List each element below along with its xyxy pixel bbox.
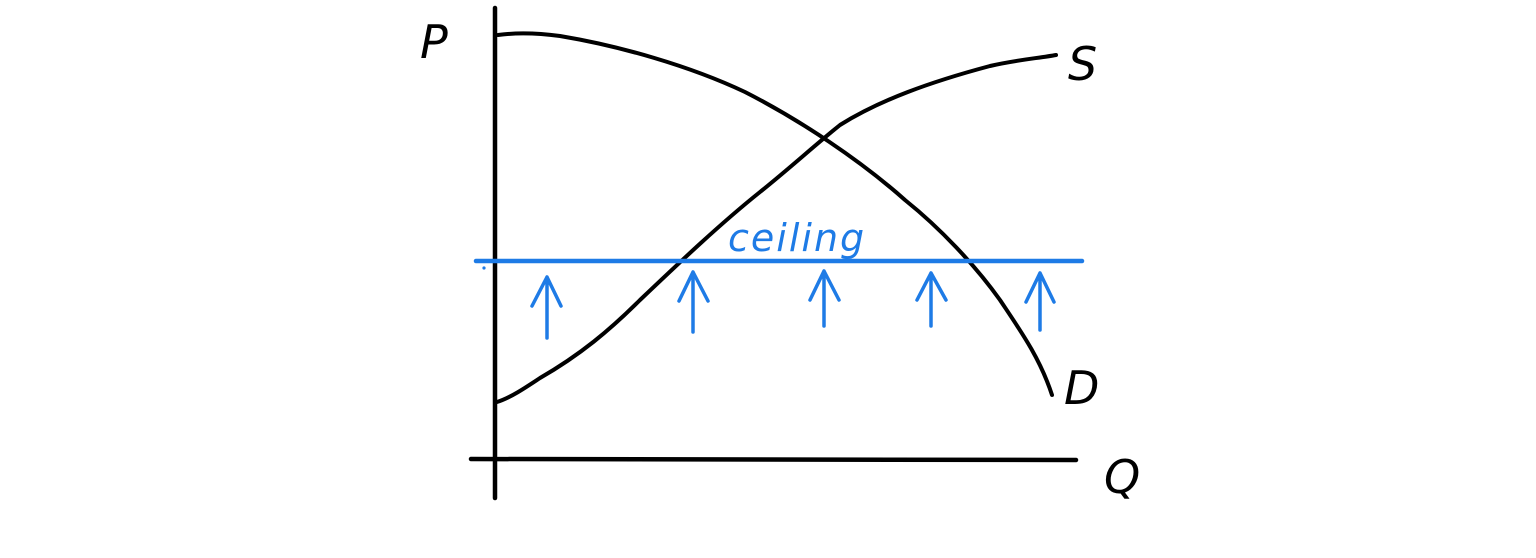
ceiling-line-dot (482, 266, 486, 270)
supply-curve (495, 53, 1058, 404)
y-axis-label: P (420, 15, 448, 69)
arrow-up-icon (530, 275, 563, 340)
x-axis (468, 456, 1079, 463)
arrow-up-icon (915, 271, 948, 328)
ceiling-label: ceiling (728, 216, 866, 260)
arrow-up-icon (808, 269, 841, 328)
x-axis-label: Q (1104, 450, 1140, 504)
arrow-up-icon (677, 270, 710, 334)
supply-curve-label: S (1068, 37, 1097, 91)
demand-curve (496, 31, 1054, 397)
arrow-up-icon (1024, 271, 1056, 332)
demand-curve-label: D (1064, 361, 1099, 415)
